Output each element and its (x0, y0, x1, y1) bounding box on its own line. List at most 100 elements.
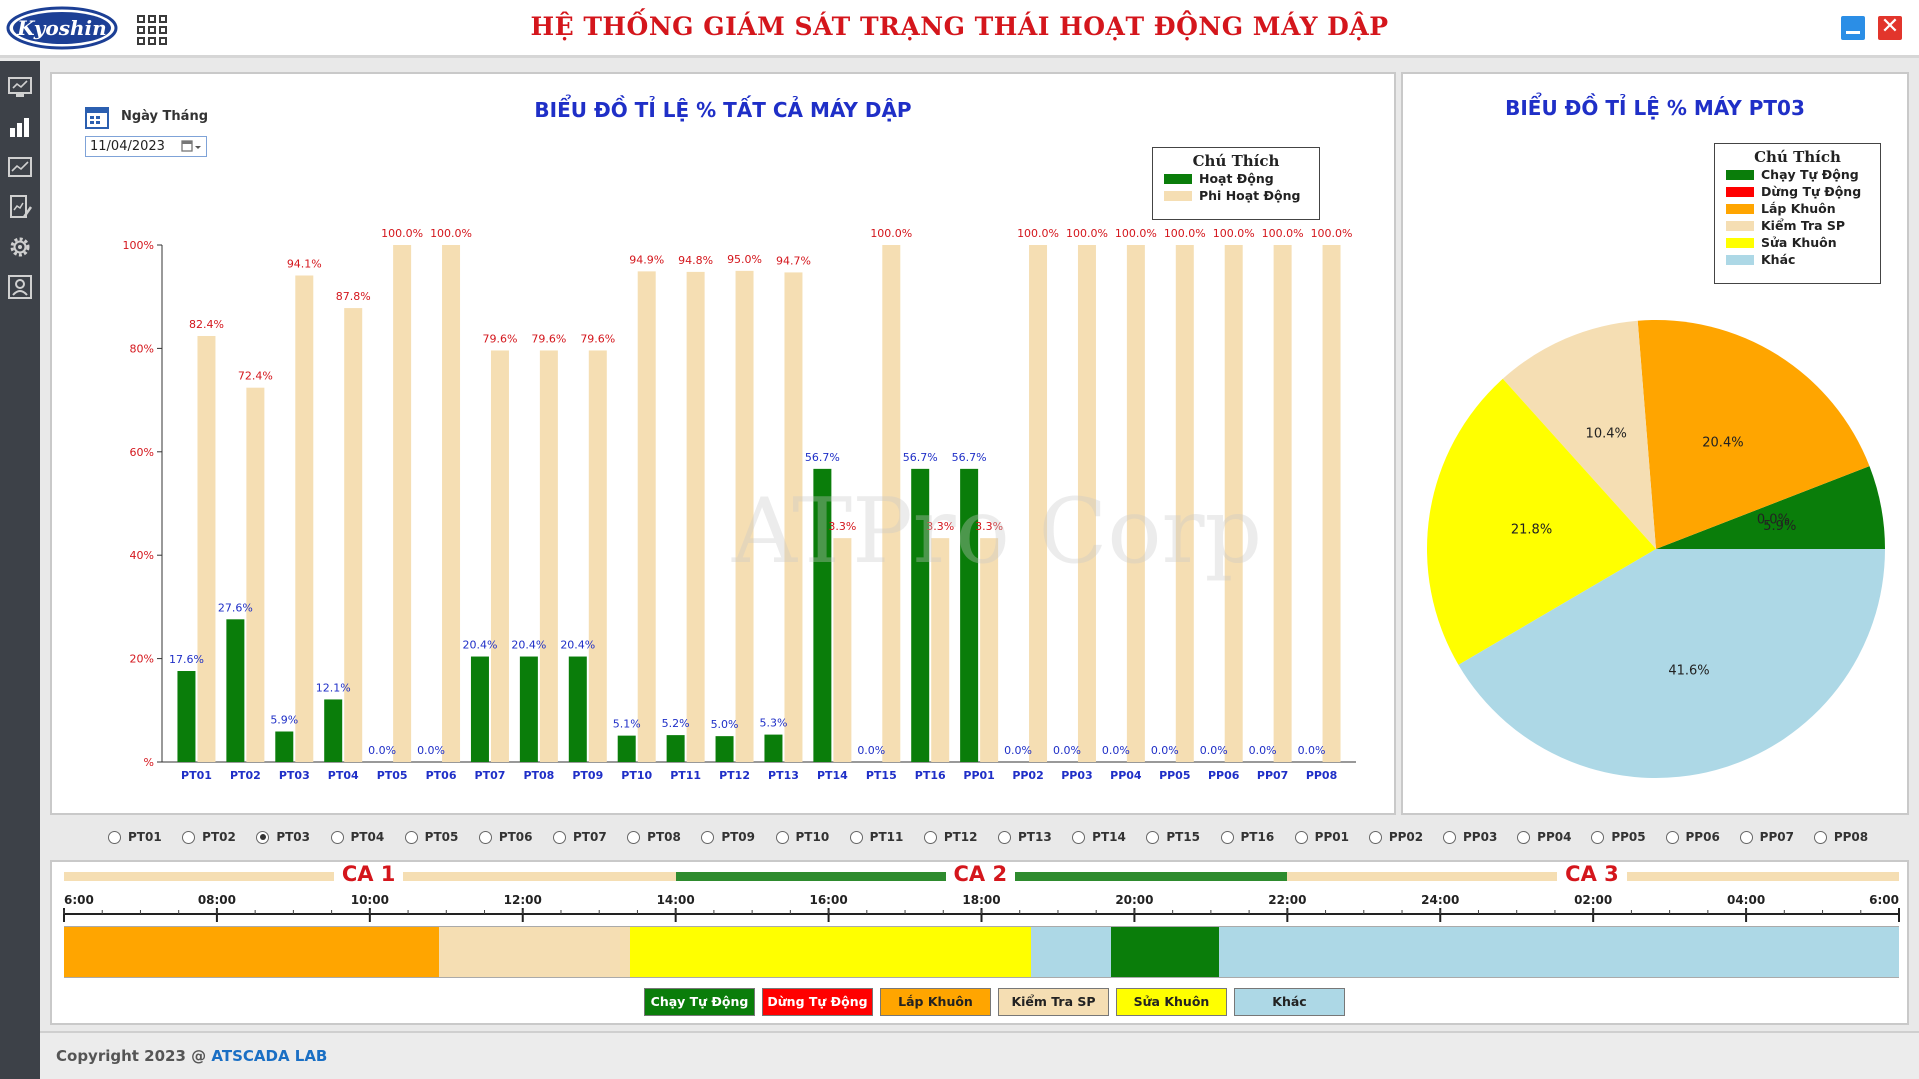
radio-label: PT08 (647, 830, 681, 844)
machine-radio-pt08[interactable]: PT08 (627, 830, 681, 844)
radio-button[interactable] (701, 830, 715, 844)
sidebar-item-users[interactable] (6, 273, 34, 301)
machine-radio-pt09[interactable]: PT09 (701, 830, 755, 844)
machine-radio-pt07[interactable]: PT07 (553, 830, 607, 844)
radio-button[interactable] (1072, 830, 1086, 844)
machine-radio-pt04[interactable]: PT04 (330, 830, 385, 844)
sidebar-item-settings[interactable] (6, 233, 34, 261)
radio-button[interactable] (108, 830, 121, 844)
radio-label: PT04 (350, 830, 385, 844)
machine-radio-pt14[interactable]: PT14 (1072, 830, 1126, 844)
machine-radio-pp08[interactable]: PP08 (1813, 830, 1868, 844)
date-picker-input[interactable] (85, 136, 207, 157)
sidebar-item-line-chart[interactable] (6, 153, 34, 181)
sidebar-item-report[interactable] (6, 193, 34, 221)
time-tick-label: 04:00 (1727, 893, 1765, 907)
app-title: HỆ THỐNG GIÁM SÁT TRẠNG THÁI HOẠT ĐỘNG M… (530, 12, 1389, 41)
radio-button[interactable] (627, 830, 641, 844)
radio-label: PT03 (276, 830, 311, 844)
shift-timeline-panel: CA 1 CA 2 CA 3 6:00 08:00 10:00 12:00 14:00 16:… (50, 860, 1909, 1025)
radio-button[interactable] (256, 830, 270, 844)
machine-radio-pp05[interactable]: PP05 (1591, 830, 1646, 844)
bar-value-label: 3.3% (975, 520, 1003, 533)
radio-button[interactable] (1739, 830, 1753, 844)
pie-legend-label: Dừng Tự Động (1761, 184, 1862, 199)
x-tick-label: PT10 (621, 769, 652, 782)
machine-radio-pp06[interactable]: PP06 (1665, 830, 1720, 844)
x-tick-label: PT09 (572, 769, 603, 782)
machine-radio-pt16[interactable]: PT16 (1220, 830, 1274, 844)
time-tick-label: 20:00 (1115, 893, 1153, 907)
radio-button[interactable] (1368, 830, 1382, 844)
sidebar-item-monitor[interactable] (6, 73, 34, 101)
x-tick-label: PT13 (768, 769, 799, 782)
machine-radio-pp07[interactable]: PP07 (1739, 830, 1794, 844)
radio-button[interactable] (923, 830, 937, 844)
x-tick-label: PP01 (963, 769, 994, 782)
machine-radio-pt02[interactable]: PT02 (182, 830, 236, 844)
atscada-lab-link[interactable]: ATSCADA LAB (211, 1047, 328, 1065)
radio-button[interactable] (182, 830, 196, 844)
radio-button[interactable] (553, 830, 566, 844)
x-tick-label: PP05 (1159, 769, 1190, 782)
machine-radio-pt10[interactable]: PT10 (775, 830, 829, 844)
radio-button[interactable] (1220, 830, 1234, 844)
machine-radio-pt12[interactable]: PT12 (923, 830, 978, 844)
radio-button[interactable] (1294, 830, 1308, 844)
app-menu-grid-icon[interactable] (132, 12, 168, 46)
machine-radio-pt13[interactable]: PT13 (998, 830, 1052, 844)
minimize-button[interactable] (1841, 16, 1865, 40)
shift-label: CA 2 (945, 862, 1016, 886)
timeline-segment (629, 926, 1032, 978)
x-tick-label: PP03 (1061, 769, 1092, 782)
radio-button[interactable] (1517, 830, 1531, 844)
radio-button[interactable] (1591, 830, 1605, 844)
radio-label: PP02 (1388, 830, 1424, 844)
x-tick-label: PP07 (1257, 769, 1288, 782)
pie-slice-label: 5.9% (1763, 519, 1796, 534)
radio-button[interactable] (1813, 830, 1827, 844)
radio-button[interactable] (330, 830, 344, 844)
machine-radio-pt05[interactable]: PT05 (404, 830, 458, 844)
shift-label: CA 3 (1557, 862, 1627, 886)
machine-radio-pp02[interactable]: PP02 (1368, 830, 1424, 844)
radio-button[interactable] (478, 830, 492, 844)
bar-hoat-dong (177, 671, 196, 762)
x-tick-label: PT01 (181, 769, 212, 782)
machine-radio-pp03[interactable]: PP03 (1443, 830, 1497, 844)
machine-radio-pt06[interactable]: PT06 (478, 830, 533, 844)
x-tick-label: PT12 (719, 769, 750, 782)
bar-value-label: 72.4% (238, 370, 273, 383)
machine-radio-pt03[interactable]: PT03 (256, 830, 310, 844)
machine-radio-pp01[interactable]: PP01 (1294, 830, 1349, 844)
machine-radio-pt15[interactable]: PT15 (1146, 830, 1200, 844)
bar-hoat-dong (470, 656, 489, 762)
machine-radio-pt01[interactable]: PT01 (108, 830, 162, 844)
radio-button[interactable] (1146, 830, 1160, 844)
radio-button[interactable] (775, 830, 789, 844)
close-button[interactable]: ✕ (1878, 16, 1902, 40)
machine-radio-pt11[interactable]: PT11 (849, 830, 903, 844)
time-tick-label: 10:00 (351, 893, 389, 907)
radio-button[interactable] (849, 830, 863, 844)
radio-button[interactable] (1665, 830, 1679, 844)
bar-phi-hoat-dong (490, 350, 509, 762)
time-axis: 6:00 08:00 10:00 12:00 14:00 16:00 18:00 20:00 2… (63, 893, 1900, 922)
pie-legend-item: Lắp Khuôn (1715, 200, 1880, 217)
time-tick-label: 12:00 (504, 893, 542, 907)
pie-slice (1427, 378, 1656, 665)
bar-value-label: 87.8% (336, 290, 371, 303)
radio-button[interactable] (998, 830, 1011, 844)
bar-hoat-dong (275, 731, 294, 762)
radio-button[interactable] (1443, 830, 1456, 844)
sidebar-item-bar-chart[interactable] (6, 113, 34, 141)
x-tick-label: PT07 (475, 769, 506, 782)
timeline-segment (1111, 926, 1219, 978)
bar-value-label: 100.0% (1213, 227, 1255, 240)
bar-value-label: 82.4% (189, 318, 224, 331)
radio-button[interactable] (404, 830, 418, 844)
bar-phi-hoat-dong (539, 350, 558, 762)
bar-value-label: 56.7% (952, 451, 987, 464)
machine-radio-pp04[interactable]: PP04 (1517, 830, 1571, 844)
calendar-dropdown-icon[interactable] (180, 138, 204, 155)
